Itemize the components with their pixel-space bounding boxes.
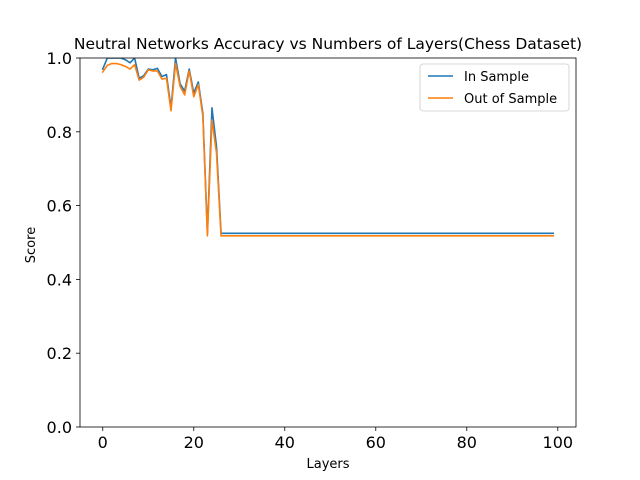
y-tick-label: 0.4 xyxy=(47,270,72,289)
x-tick-label: 40 xyxy=(275,433,295,452)
axes-frame xyxy=(79,57,577,428)
x-axis-label: Layers xyxy=(306,457,349,472)
x-tick-label: 20 xyxy=(184,433,204,452)
legend-box xyxy=(419,63,570,112)
legend-label-in-sample: In Sample xyxy=(464,70,529,85)
x-tick-label: 0 xyxy=(98,433,108,452)
legend-label-out-of-sample: Out of Sample xyxy=(464,92,557,107)
plot-area: 0 20 40 60 80 100 0.0 0.2 0.4 0.6 0.8 1.0 xyxy=(47,49,577,452)
series-line-out-of-sample xyxy=(101,62,555,237)
y-axis-label: Score xyxy=(24,227,39,263)
legend: In Sample Out of Sample xyxy=(419,63,570,112)
y-tick-label: 0.6 xyxy=(47,197,72,216)
x-tick-label: 60 xyxy=(366,433,386,452)
y-tick-label: 0.8 xyxy=(47,123,72,142)
chart-title: Neutral Networks Accuracy vs Numbers of … xyxy=(74,35,582,53)
x-tick-label: 100 xyxy=(543,433,574,452)
y-tick-label: 1.0 xyxy=(47,49,72,68)
series-group xyxy=(101,58,555,237)
x-tick-label: 80 xyxy=(457,433,477,452)
y-tick-label: 0.0 xyxy=(47,418,72,437)
y-tick-label: 0.2 xyxy=(47,344,72,363)
